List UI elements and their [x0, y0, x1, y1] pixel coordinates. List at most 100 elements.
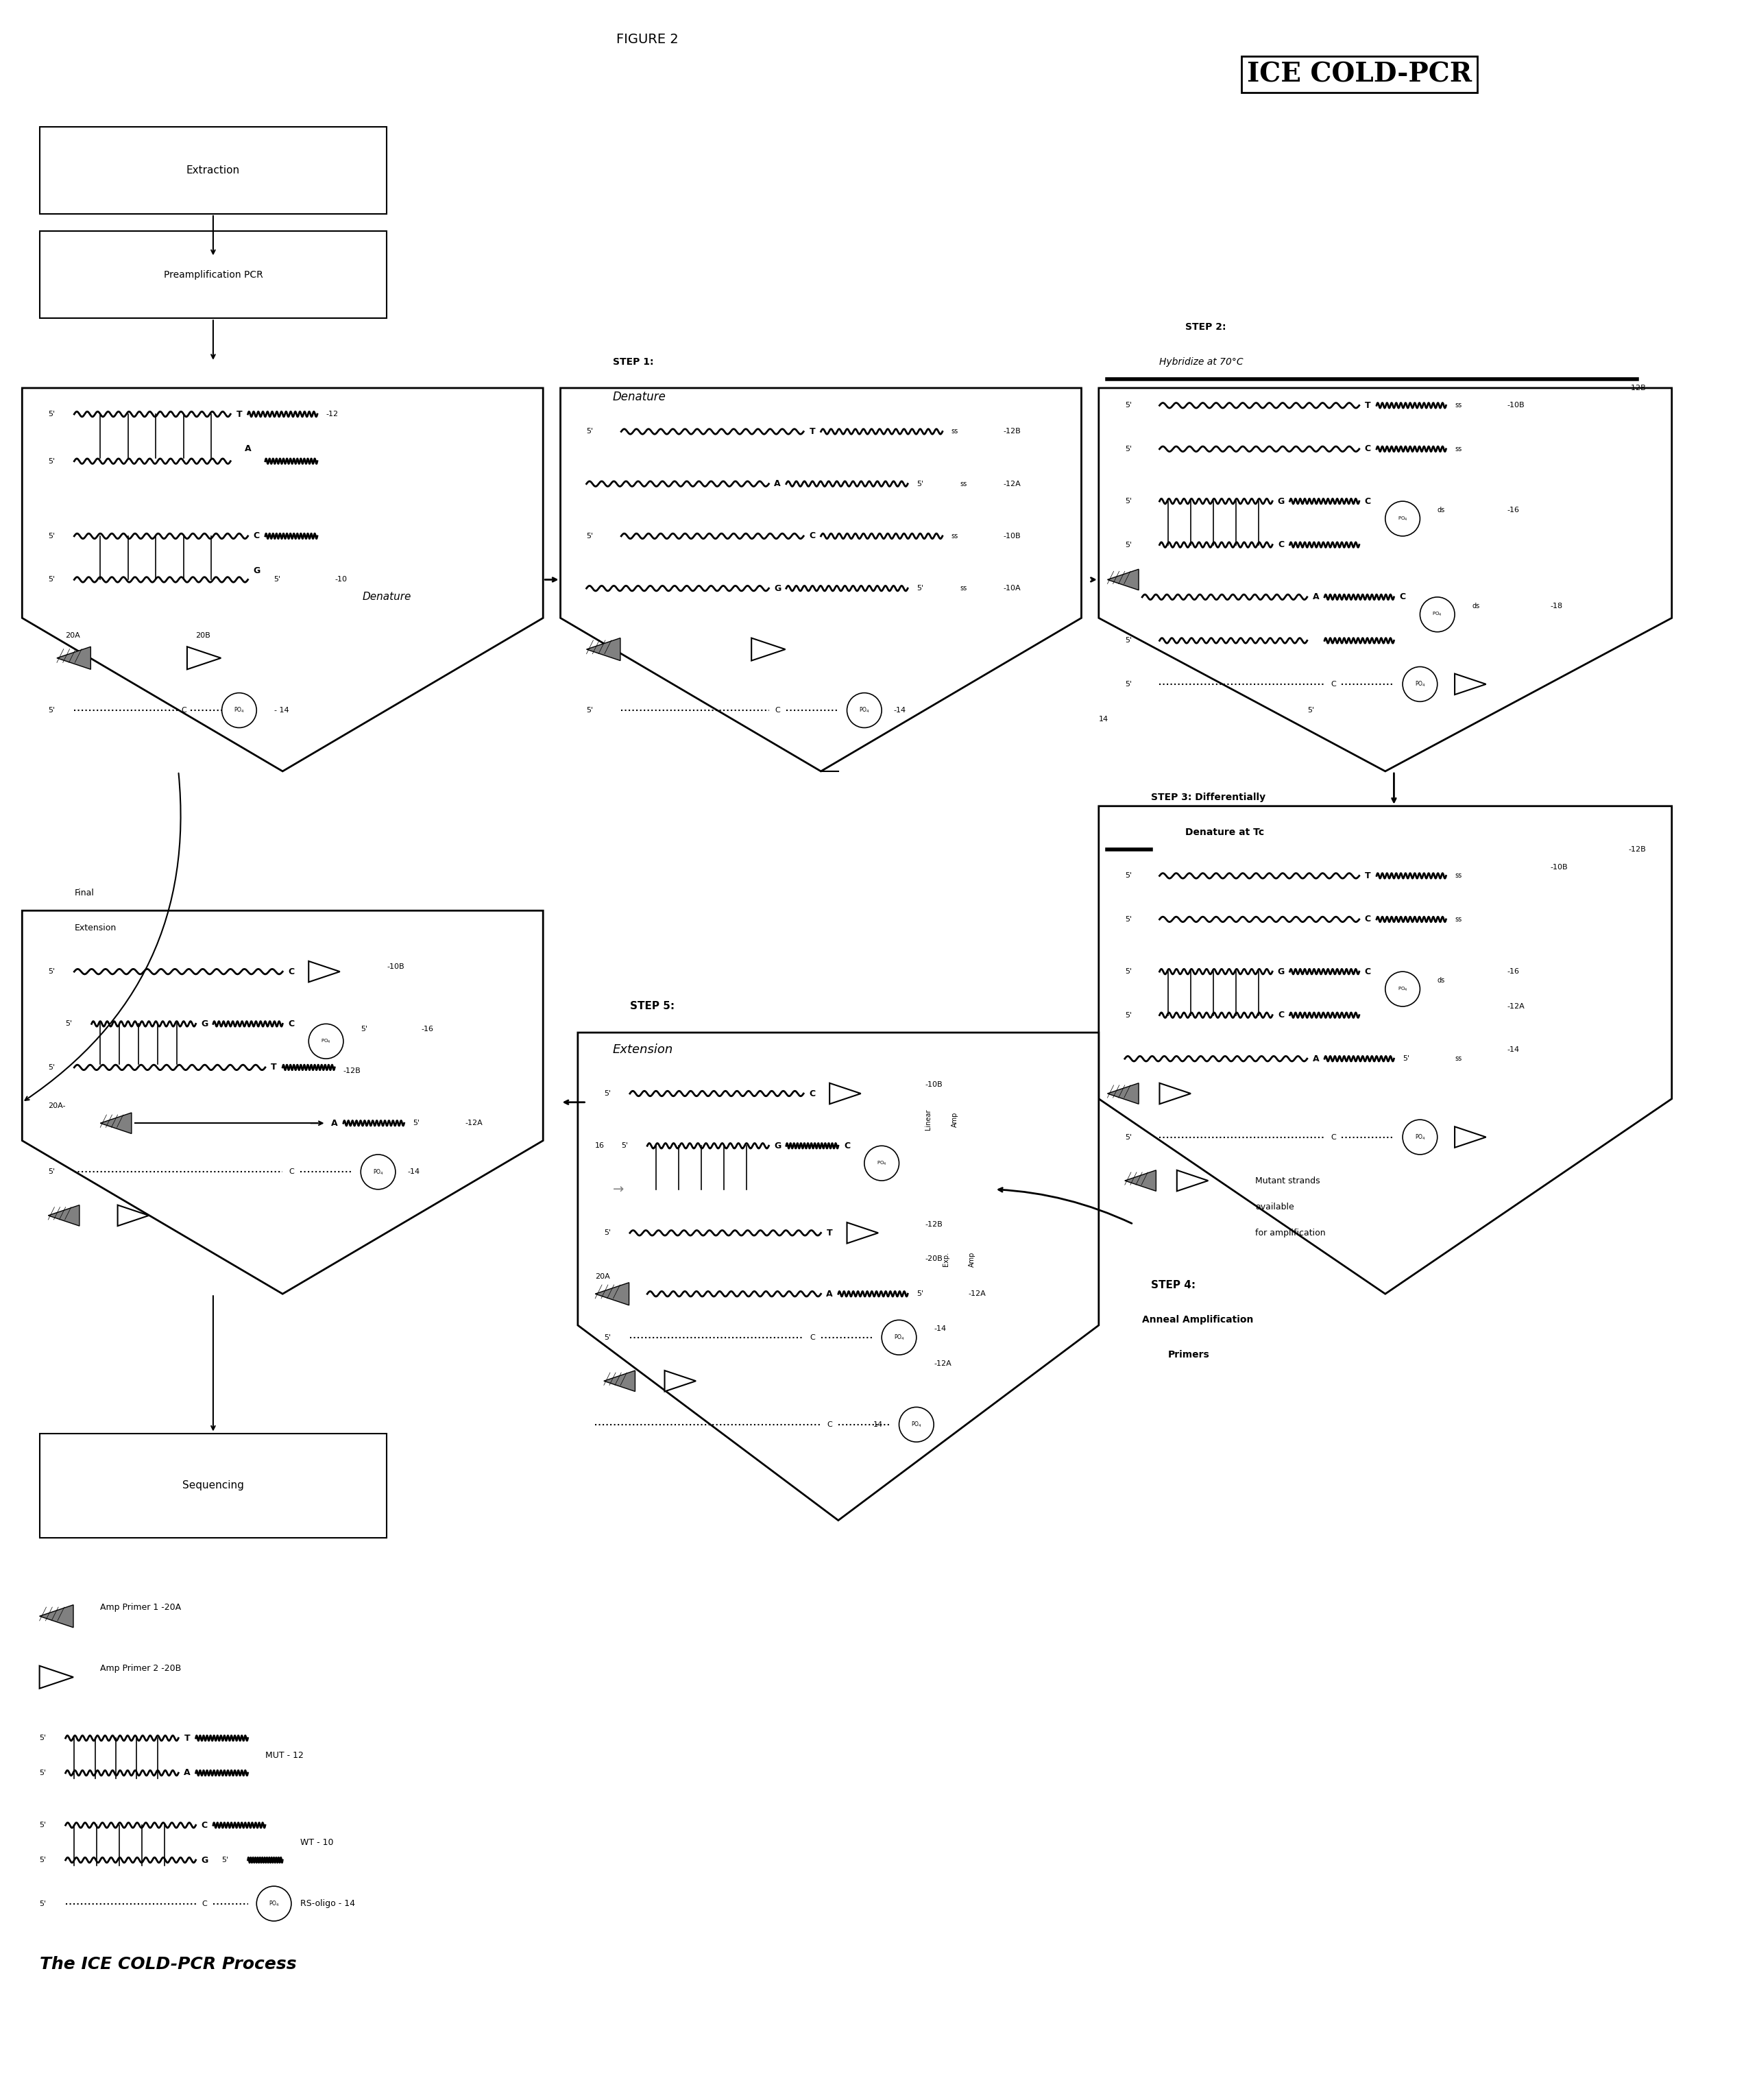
Text: -14: -14: [934, 1325, 946, 1331]
Text: PO$_4$: PO$_4$: [269, 1898, 279, 1909]
Text: for amplification: for amplification: [1255, 1228, 1325, 1237]
Polygon shape: [1107, 569, 1138, 590]
Text: PO$_4$: PO$_4$: [234, 706, 244, 714]
FancyBboxPatch shape: [40, 126, 388, 214]
Text: -12A: -12A: [969, 1292, 986, 1298]
Text: -12B: -12B: [925, 1220, 943, 1228]
Text: G: G: [1278, 498, 1285, 506]
Text: -12B: -12B: [1629, 384, 1646, 391]
Text: -18: -18: [1550, 603, 1563, 609]
Text: Extraction: Extraction: [187, 166, 239, 176]
Text: Preamplification PCR: Preamplification PCR: [164, 271, 262, 279]
Text: ss: ss: [1454, 1056, 1461, 1063]
Text: -12A: -12A: [1004, 481, 1021, 487]
Polygon shape: [751, 638, 786, 662]
Text: PO$_4$: PO$_4$: [911, 1420, 922, 1428]
Text: Final: Final: [75, 888, 94, 897]
Text: 5': 5': [49, 412, 56, 418]
Text: T: T: [183, 1735, 190, 1743]
Text: ds: ds: [1437, 977, 1446, 983]
Text: available: available: [1255, 1203, 1294, 1212]
Text: 5': 5': [40, 1856, 47, 1863]
Text: 5': 5': [604, 1090, 611, 1096]
Text: -12: -12: [327, 412, 339, 418]
Text: ss: ss: [960, 586, 967, 592]
Text: 5': 5': [40, 1770, 47, 1777]
Text: -16: -16: [1507, 506, 1519, 512]
Text: -16: -16: [421, 1025, 433, 1033]
Text: 5': 5': [604, 1334, 611, 1342]
Text: 5': 5': [1124, 498, 1131, 504]
Text: →: →: [613, 1182, 623, 1195]
Text: G: G: [201, 1856, 208, 1865]
Polygon shape: [117, 1205, 148, 1226]
Text: PO$_4$: PO$_4$: [372, 1168, 384, 1176]
Polygon shape: [1454, 674, 1486, 695]
Text: STEP 1:: STEP 1:: [613, 357, 653, 368]
Text: 5': 5': [1124, 1134, 1131, 1140]
Polygon shape: [829, 1084, 861, 1105]
Text: PO$_4$: PO$_4$: [1414, 1132, 1425, 1142]
Text: 16: 16: [595, 1142, 604, 1149]
Text: Hybridize at 70°C: Hybridize at 70°C: [1159, 357, 1243, 368]
Text: Primers: Primers: [1168, 1350, 1210, 1359]
Polygon shape: [1159, 1084, 1191, 1105]
Polygon shape: [665, 1371, 697, 1392]
Text: C: C: [203, 1900, 208, 1907]
Text: C: C: [288, 968, 295, 977]
Text: 5': 5': [1124, 542, 1131, 548]
Text: C: C: [182, 708, 187, 714]
Text: 5': 5': [49, 575, 56, 584]
Text: T: T: [1365, 401, 1371, 410]
Text: 5': 5': [66, 1021, 73, 1027]
Text: Amp: Amp: [952, 1113, 959, 1128]
Text: ICE COLD-PCR: ICE COLD-PCR: [1247, 61, 1472, 88]
Text: STEP 5:: STEP 5:: [630, 1002, 674, 1012]
Text: 5': 5': [1124, 872, 1131, 880]
Polygon shape: [1177, 1170, 1208, 1191]
Text: 5': 5': [40, 1735, 47, 1741]
Text: 14: 14: [873, 1422, 883, 1428]
Text: C: C: [1365, 968, 1371, 977]
Text: -10B: -10B: [1004, 533, 1021, 540]
Text: PO$_4$: PO$_4$: [876, 1159, 887, 1168]
Text: C: C: [1365, 916, 1371, 924]
Text: C: C: [810, 1334, 815, 1342]
Text: 5': 5': [40, 1823, 47, 1829]
Text: T: T: [236, 410, 243, 418]
Text: 5': 5': [412, 1119, 419, 1126]
Text: -14: -14: [894, 708, 906, 714]
Text: 5': 5': [587, 533, 594, 540]
Text: ds: ds: [1437, 506, 1446, 512]
Text: 20A-: 20A-: [49, 1102, 66, 1109]
Text: G: G: [1278, 968, 1285, 977]
Text: Extension: Extension: [613, 1044, 672, 1056]
Text: 5': 5': [49, 708, 56, 714]
Polygon shape: [58, 647, 91, 670]
Text: ss: ss: [952, 428, 959, 435]
Text: C: C: [775, 708, 780, 714]
Text: PO$_4$: PO$_4$: [1397, 514, 1407, 523]
Text: 5': 5': [917, 586, 924, 592]
Text: 5': 5': [49, 1065, 56, 1071]
Text: A: A: [1313, 1054, 1318, 1063]
Text: 5': 5': [604, 1228, 611, 1237]
Text: 20A: 20A: [595, 1273, 609, 1279]
Text: PO$_4$: PO$_4$: [1432, 611, 1442, 617]
Text: PO$_4$: PO$_4$: [859, 706, 870, 714]
Text: Sequencing: Sequencing: [182, 1480, 244, 1491]
Text: -10: -10: [335, 575, 347, 584]
FancyBboxPatch shape: [40, 231, 388, 319]
Polygon shape: [23, 388, 543, 771]
Text: A: A: [1313, 592, 1318, 601]
Text: ss: ss: [1454, 872, 1461, 880]
Text: 5': 5': [361, 1025, 368, 1033]
Text: ss: ss: [952, 533, 959, 540]
Text: 5': 5': [1124, 636, 1131, 645]
Text: C: C: [253, 531, 260, 540]
Text: G: G: [201, 1019, 208, 1029]
Text: 20B: 20B: [196, 632, 211, 638]
Text: 5': 5': [1124, 968, 1131, 974]
Text: STEP 4:: STEP 4:: [1151, 1281, 1196, 1289]
Text: 5': 5': [587, 428, 594, 435]
